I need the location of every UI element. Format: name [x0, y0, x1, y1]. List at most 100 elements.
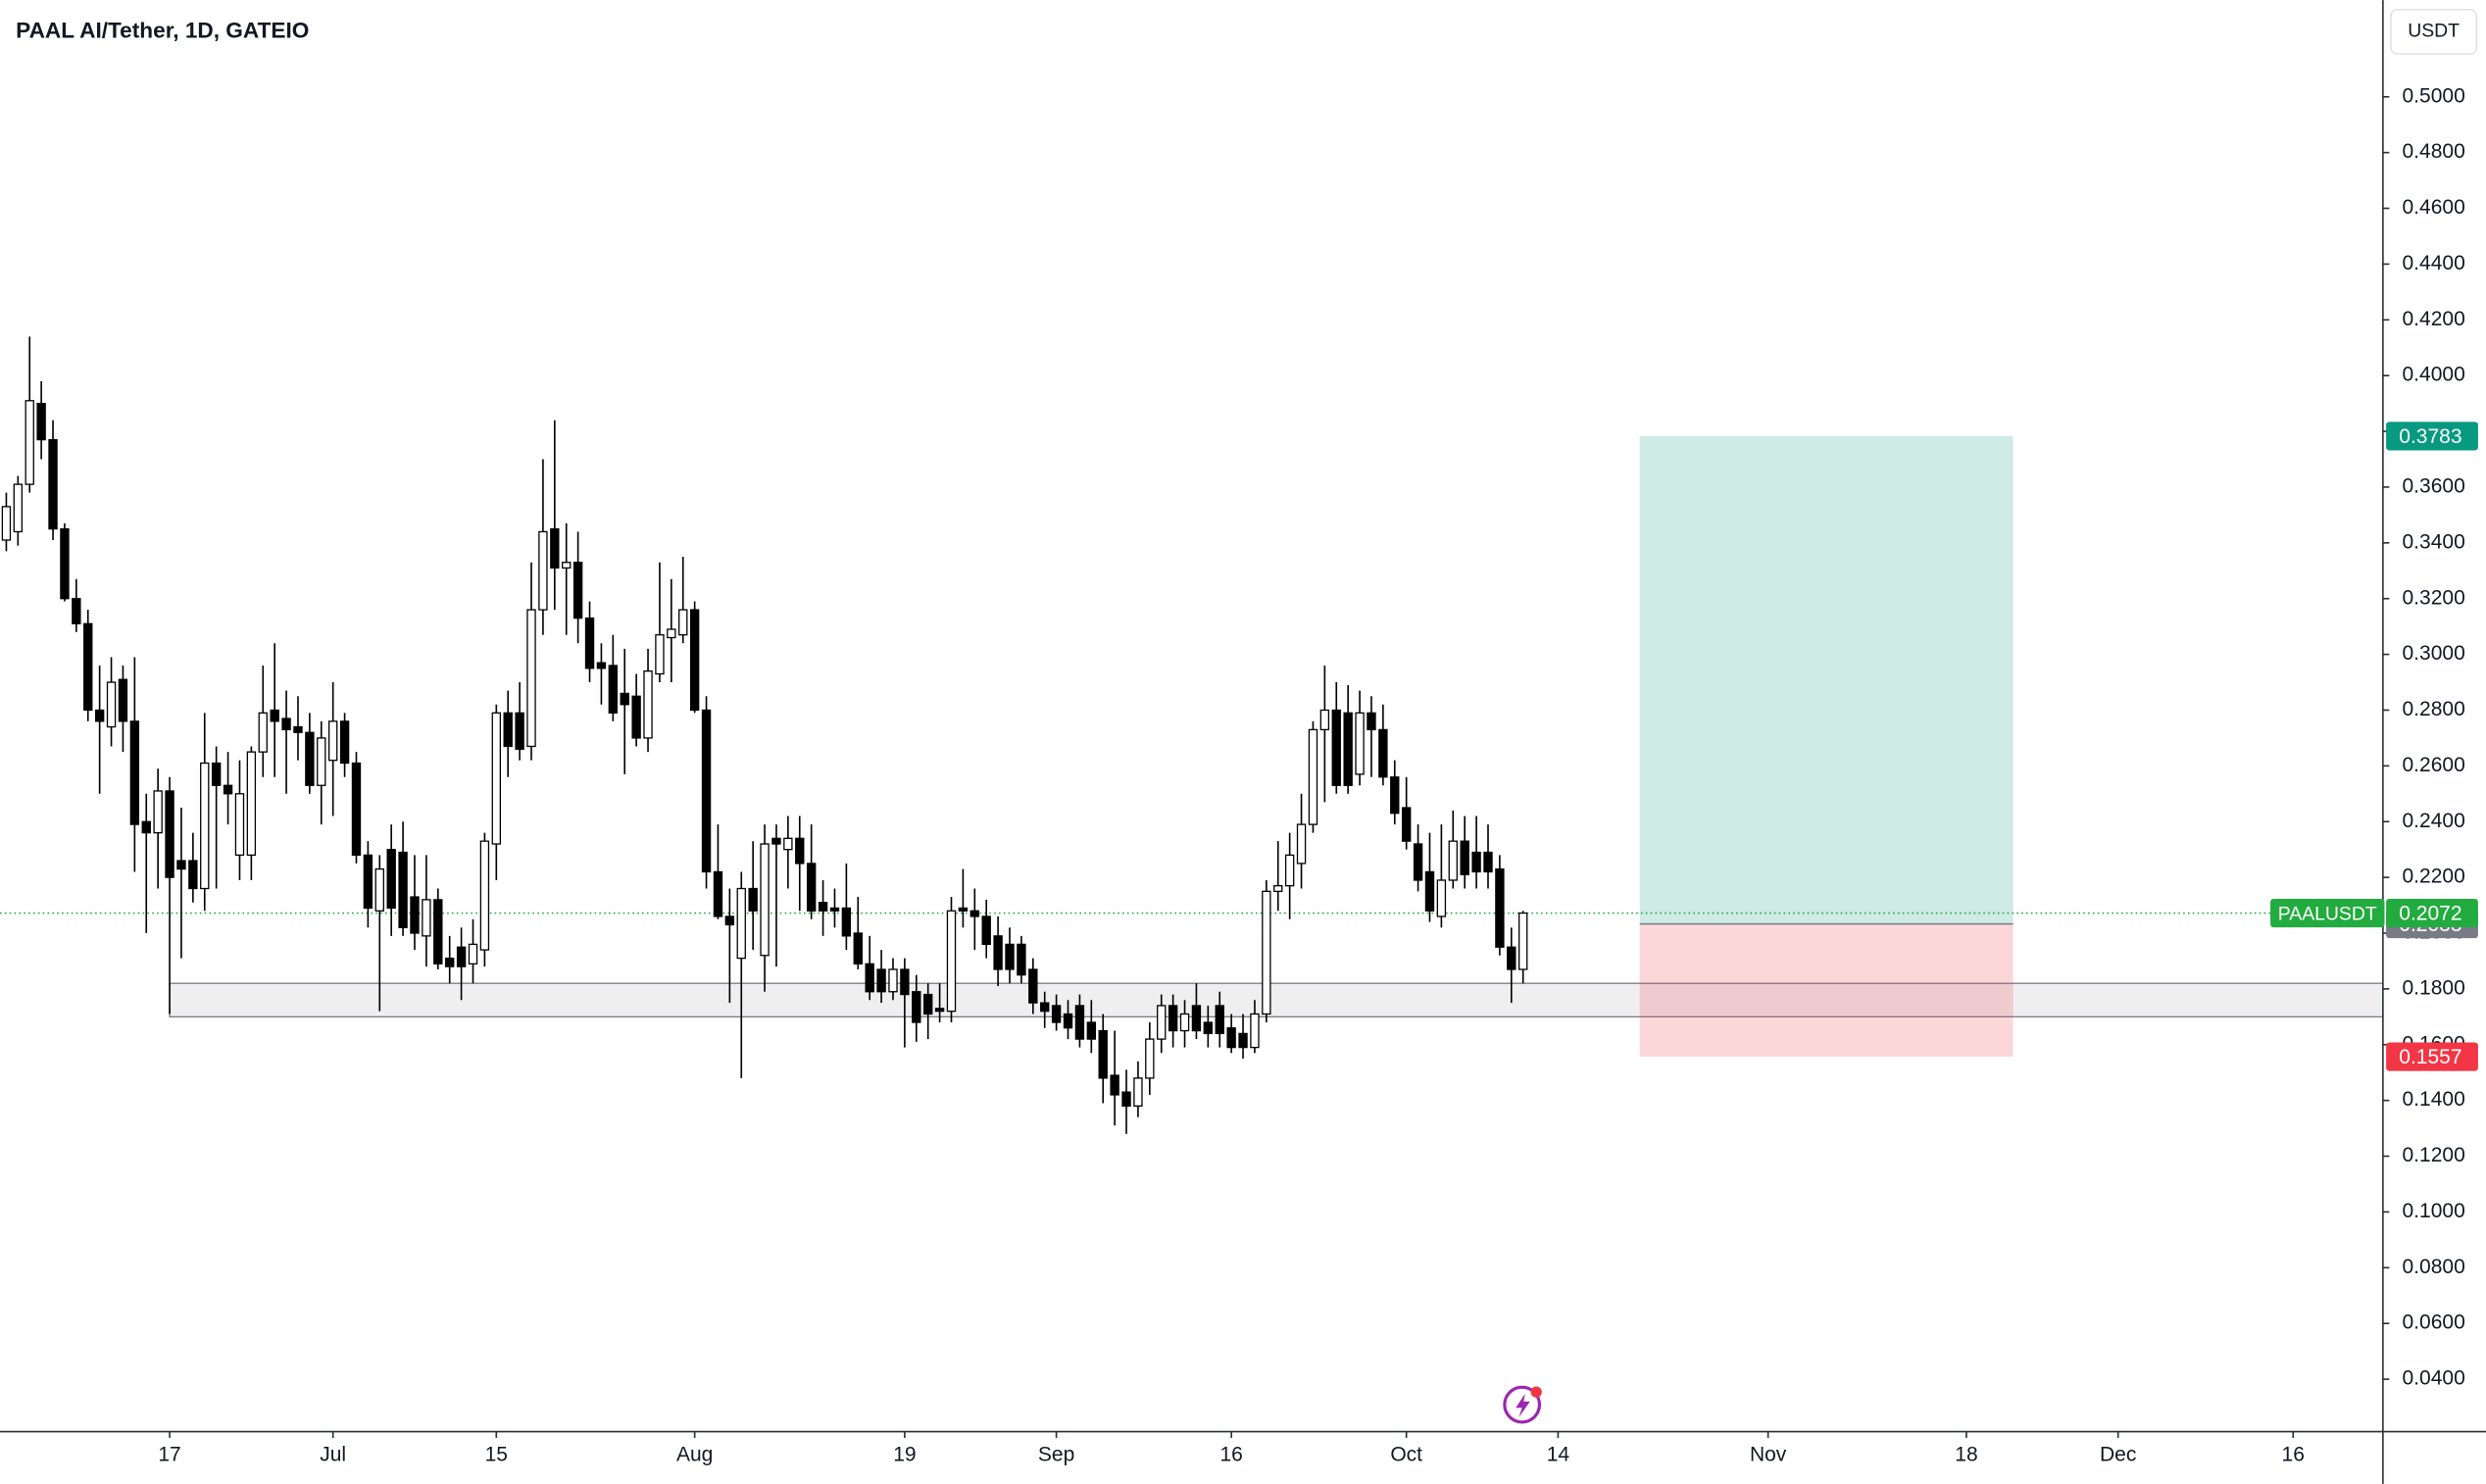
currency-button[interactable] [2390, 8, 2478, 55]
support-zone [169, 982, 2384, 1017]
x-tick-label: 14 [1547, 1443, 1570, 1465]
candle-body [1168, 1005, 1178, 1032]
chart-title: PAAL AI/Tether, 1D, GATEIO [16, 18, 309, 42]
candle-body [1238, 1032, 1248, 1049]
candle-body [1145, 1038, 1155, 1079]
candle-body [339, 720, 350, 765]
candle-body [246, 751, 257, 857]
candle-body [1226, 1027, 1236, 1049]
candle-body [13, 483, 24, 533]
candle-body [1401, 807, 1412, 842]
candle-body [818, 902, 828, 912]
y-tick-label: 0.5000 [2402, 84, 2464, 107]
stop-label-bg [2386, 1042, 2478, 1071]
y-tick-label: 0.3400 [2402, 530, 2464, 553]
y-tick-label: 0.0600 [2402, 1311, 2464, 1334]
candle-body [317, 737, 326, 786]
candle-body [305, 731, 315, 786]
y-tick-label: 0.1000 [2402, 1200, 2464, 1222]
candle-body [1191, 1005, 1202, 1032]
candle-body [118, 678, 128, 722]
y-tick-label: 0.2400 [2402, 810, 2464, 832]
candle-body [912, 991, 921, 1023]
candle-body [934, 1008, 945, 1013]
candle-body [141, 820, 151, 834]
candle-body [562, 562, 572, 569]
y-tick-label: 0.4600 [2402, 196, 2464, 219]
x-tick-label: Oct [1390, 1443, 1422, 1465]
last-price-name-bg [2270, 898, 2385, 928]
candle-body [806, 863, 817, 912]
currency-button-label[interactable]: USDT [2408, 21, 2460, 42]
candle-body [1424, 870, 1435, 912]
candle-body [1507, 946, 1516, 970]
x-tick-label: 16 [2282, 1443, 2305, 1465]
candle-body [36, 402, 46, 441]
candle-body [900, 968, 910, 996]
candle-body [678, 609, 688, 636]
candle-body [922, 993, 933, 1015]
candle-body [1262, 890, 1271, 1015]
candle-body [374, 867, 384, 912]
candle-body [491, 712, 502, 845]
candle-body [1, 506, 12, 541]
x-tick-label: 19 [893, 1443, 916, 1465]
y-tick-label: 0.4000 [2402, 364, 2464, 386]
y-tick-label: 0.2200 [2402, 866, 2464, 888]
candle-body [445, 957, 455, 967]
candle-body [748, 887, 758, 912]
candle-body [1005, 943, 1015, 970]
candle-body [841, 907, 852, 937]
stop-label: 0.1557 [2399, 1046, 2461, 1068]
candle-body [1121, 1091, 1131, 1107]
candle-body [293, 725, 303, 733]
candle-body [281, 717, 291, 731]
candle-body [888, 968, 898, 993]
candle-body [584, 617, 595, 669]
candle-body [853, 932, 863, 965]
lightning-icon[interactable] [1503, 1385, 1542, 1424]
candle-body [503, 712, 513, 748]
y-tick-label: 0.3200 [2402, 586, 2464, 609]
candle-body [94, 709, 105, 722]
candle-body [876, 968, 886, 993]
candle-body [1133, 1077, 1143, 1107]
candle-body [223, 784, 233, 795]
y-tick-label: 0.1800 [2402, 976, 2464, 999]
candle-body [1203, 1021, 1214, 1035]
candle-body [1273, 885, 1283, 892]
candle-body [655, 634, 665, 675]
x-tick-label: 18 [1955, 1443, 1977, 1465]
candle-body [83, 622, 93, 712]
y-tick-label: 0.3000 [2402, 642, 2464, 665]
candle-body [422, 899, 431, 937]
candle-body [608, 665, 619, 714]
candle-body [596, 662, 607, 669]
candle-body [1319, 709, 1330, 731]
candle-body [1284, 854, 1295, 887]
candle-body [1110, 1074, 1119, 1096]
x-tick-label: Nov [1750, 1443, 1787, 1465]
drawings [0, 435, 2384, 1058]
candle-body [1483, 851, 1493, 873]
candle-body [1448, 840, 1458, 881]
candle-body [1343, 712, 1353, 786]
x-tick-label: 15 [485, 1443, 508, 1465]
candle-body [1518, 912, 1528, 970]
y-tick-label: 0.0400 [2402, 1367, 2464, 1390]
candle-body [1250, 1013, 1260, 1049]
candle-body [25, 400, 34, 485]
candle-body [270, 709, 279, 722]
candle-body [795, 837, 805, 865]
candle-body [643, 670, 653, 739]
candle-body [258, 712, 268, 753]
candle-body [1436, 879, 1447, 917]
candle-body [783, 837, 793, 851]
candle-body [689, 609, 700, 712]
target-label: 0.3783 [2399, 425, 2461, 448]
candle-body [188, 860, 198, 890]
candle-body [433, 899, 443, 965]
candle-body [981, 915, 991, 946]
